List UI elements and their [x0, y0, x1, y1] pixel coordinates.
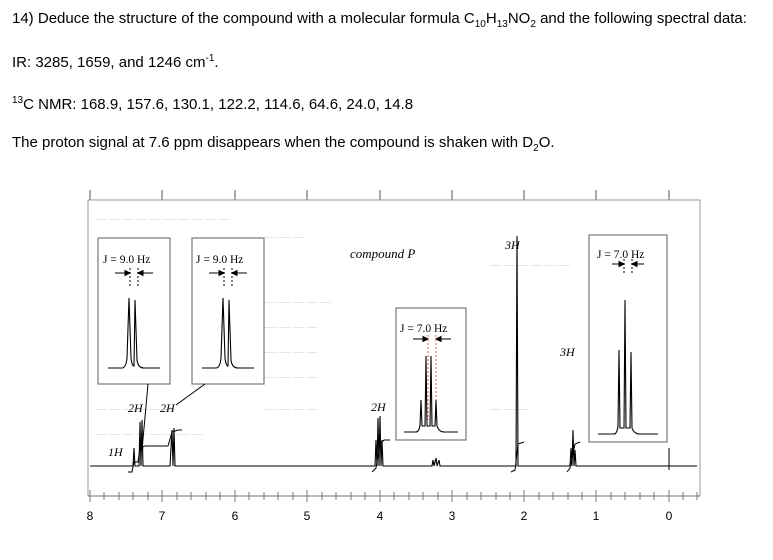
svg-text:— — —: — — — — [489, 403, 530, 415]
formula-o-count: 2 — [530, 19, 536, 30]
proton-note-tail: O. — [538, 134, 555, 151]
c13-sup: 13 — [12, 95, 24, 106]
svg-text:— — —: — — — — [264, 231, 305, 243]
ir-text: IR: 3285, 1659, and 1246 cm — [12, 54, 206, 71]
formula-h: H — [485, 10, 497, 27]
leader-line-1 — [141, 383, 149, 451]
integration-1h: 1H — [108, 445, 124, 459]
ir-line: IR: 3285, 1659, and 1246 cm-1. — [12, 53, 219, 71]
svg-text:— — — — — — — — — —: — — — — — — — — — — — [94, 213, 231, 225]
formula-no: NO — [507, 10, 531, 27]
c13-line: 13C NMR: 168.9, 157.6, 130.1, 122.2, 114… — [12, 95, 413, 113]
question-text: Deduce the structure of the compound wit… — [37, 10, 475, 27]
j-label-2: J = 9.0 Hz — [196, 254, 243, 266]
integration-2h-b: 2H — [160, 401, 176, 415]
j-label-4: J = 7.0 Hz — [597, 249, 644, 261]
x-tick-label: 7 — [159, 509, 166, 523]
x-tick-label: 1 — [593, 509, 600, 523]
integral-curve-aromatic — [128, 429, 182, 473]
x-axis — [88, 490, 700, 502]
svg-text:— — — —: — — — — — [264, 346, 318, 358]
ir-exponent: -1 — [205, 53, 215, 64]
x-tick-label: 4 — [377, 509, 384, 523]
x-tick-label: 2 — [521, 509, 528, 523]
question-number: 14) — [12, 10, 34, 27]
svg-text:— — — —: — — — — — [264, 371, 318, 383]
integration-3h-a: 3H — [504, 238, 521, 252]
svg-text:— — — — — —: — — — — — — — [94, 403, 176, 415]
top-ticks — [89, 190, 670, 200]
doublet-inset-2 — [202, 297, 254, 369]
svg-text:— — — —: — — — — — [264, 321, 318, 333]
integral-curve-acetyl — [510, 441, 525, 473]
ir-tail: . — [214, 54, 219, 71]
integral-curve-och2 — [371, 439, 390, 473]
quartet-inset — [404, 355, 458, 433]
integration-3h-b: 3H — [559, 345, 576, 359]
svg-text:— — — — — —: — — — — — — — [489, 259, 571, 271]
formula-c-count: 10 — [474, 19, 486, 30]
j-label-3: J = 7.0 Hz — [400, 323, 447, 335]
proton-note-text: The proton signal at 7.6 ppm disappears … — [12, 134, 534, 151]
spectrum-trace — [90, 235, 697, 467]
x-tick-label: 5 — [304, 509, 311, 523]
triplet-inset — [598, 299, 658, 435]
integration-2h-c: 2H — [371, 400, 387, 414]
x-tick-label: 3 — [449, 509, 456, 523]
x-tick-label: 0 — [666, 509, 673, 523]
integration-2h-a: 2H — [128, 401, 144, 415]
formula-h-count: 13 — [496, 19, 508, 30]
svg-text:— — — — —: — — — — — — [264, 296, 332, 308]
proton-note-line: The proton signal at 7.6 ppm disappears … — [12, 134, 555, 154]
integral-curve-ch3 — [566, 441, 581, 473]
c13-text: C NMR: 168.9, 157.6, 130.1, 122.2, 114.6… — [23, 96, 414, 113]
x-tick-label: 8 — [87, 509, 94, 523]
svg-text:— — — — — — — —: — — — — — — — — — [94, 428, 203, 440]
compound-label: compound P — [350, 246, 415, 261]
svg-text:— — — —: — — — — — [264, 403, 318, 415]
question-line: 14) Deduce the structure of the compound… — [12, 10, 747, 30]
inset-box-4 — [588, 234, 668, 443]
leader-line-2 — [175, 383, 206, 406]
j-label-1: J = 9.0 Hz — [103, 254, 150, 266]
x-tick-label: 6 — [232, 509, 239, 523]
question-text-end: and the following spectral data: — [535, 10, 747, 27]
coupling-arrows — [115, 259, 644, 420]
proton-note-sub: 2 — [533, 143, 539, 154]
doublet-inset-1 — [108, 297, 160, 369]
background-ghost-text: — — — — — — — — — — — — — — — — — — — — … — [94, 213, 571, 440]
